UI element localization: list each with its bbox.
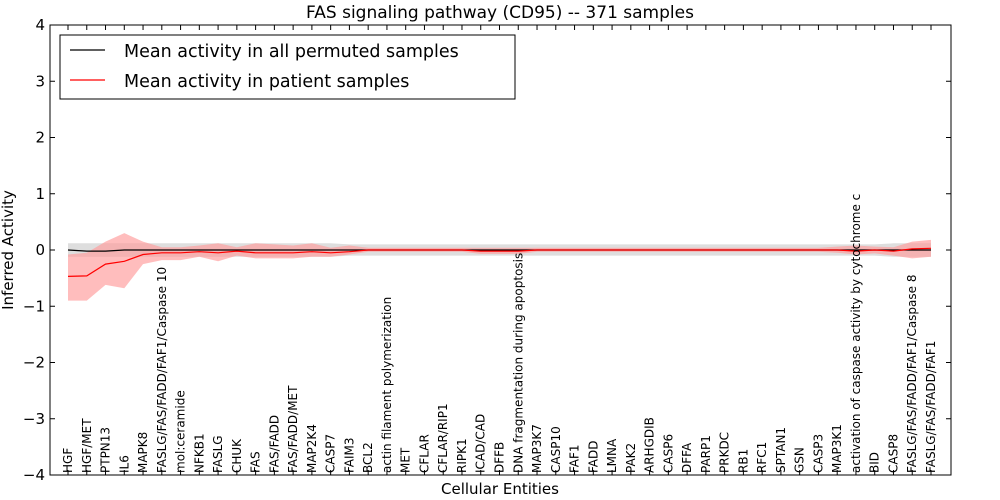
line-patient <box>67 247 932 277</box>
x-tick-label: CASP3 <box>811 434 825 473</box>
x-tick-label: actin filament polymerization <box>380 297 394 473</box>
x-tick-label: NFKB1 <box>192 433 206 473</box>
x-tick-label: CASP6 <box>661 434 675 473</box>
x-tick-label: FASLG <box>211 435 225 473</box>
x-tick-label: CHUK <box>230 438 244 473</box>
x-tick-label: MAP3K7 <box>530 424 544 473</box>
x-tick-label: BCL2 <box>361 442 375 473</box>
x-axis: HGF HGF/MET PTPN13 IL6 MAPK8 FASLG/FAS/FADD/F… <box>61 25 938 475</box>
y-axis-label: Inferred Activity <box>0 190 17 310</box>
x-tick-label: MAP2K4 <box>305 424 319 473</box>
x-tick-label: MAP3K1 <box>830 424 844 473</box>
legend: Mean activity in all permuted samples Me… <box>59 34 516 100</box>
x-axis-label: Cellular Entities <box>441 480 559 498</box>
y-tick-label: −2 <box>23 354 45 372</box>
x-tick-label: FAS/FADD <box>267 415 281 473</box>
x-tick-label: FAF1 <box>568 444 582 473</box>
x-tick-label: MAPK8 <box>136 432 150 473</box>
x-tick-label: SPTAN1 <box>774 427 788 473</box>
y-tick-label: 4 <box>35 16 45 34</box>
x-tick-label: DNA fragmentation during apoptosis <box>511 253 525 473</box>
x-tick-label: ICAD/CAD <box>474 414 488 473</box>
x-tick-label: PRKDC <box>718 432 732 473</box>
y-tick-label: −3 <box>23 410 45 428</box>
x-tick-label: HGF <box>61 448 75 473</box>
x-tick-label: RB1 <box>736 449 750 473</box>
y-tick-label: 0 <box>35 241 45 259</box>
y-tick-label: −4 <box>23 466 45 484</box>
x-tick-label: FASLG/FAS/FADD/FAF1/Caspase 10 <box>155 267 169 473</box>
x-tick-label: LMNA <box>605 438 619 473</box>
chart-title: FAS signaling pathway (CD95) -- 371 samp… <box>306 3 694 23</box>
x-tick-label: CFLAR/RIP1 <box>436 403 450 473</box>
x-tick-label: HGF/MET <box>80 418 94 473</box>
x-tick-label: PTPN13 <box>99 427 113 473</box>
x-tick-label: BID <box>868 452 882 473</box>
x-tick-label: DFFA <box>680 442 694 473</box>
y-axis: 4 3 2 1 0 −1 −2 −3 −4 <box>23 16 951 484</box>
legend-label-patient: Mean activity in patient samples <box>124 72 409 92</box>
x-tick-label: DFFB <box>493 442 507 473</box>
x-tick-label: FAS <box>249 451 263 473</box>
x-tick-label: CASP7 <box>324 434 338 473</box>
legend-label-permuted: Mean activity in all permuted samples <box>124 42 459 62</box>
x-tick-label: RIPK1 <box>455 438 469 473</box>
x-tick-label: CFLAR <box>418 434 432 473</box>
x-tick-label: ARHGDIB <box>643 417 657 473</box>
y-tick-label: 1 <box>35 185 45 203</box>
x-tick-label: PARP1 <box>699 435 713 473</box>
y-tick-label: −1 <box>23 297 45 315</box>
legend-box <box>59 34 516 100</box>
x-tick-label: FASLG/FAS/FADD/FAF1 <box>924 341 938 473</box>
x-tick-label: FASLG/FAS/FADD/FAF1/Caspase 8 <box>905 275 919 474</box>
x-tick-label: CASP10 <box>549 426 563 473</box>
x-tick-label: activation of caspase activity by cytoch… <box>849 194 863 473</box>
y-tick-label: 3 <box>35 72 45 90</box>
x-tick-label: RFC1 <box>755 442 769 473</box>
x-tick-label: PAK2 <box>624 443 638 473</box>
x-tick-label: IL6 <box>117 455 131 473</box>
x-tick-label: mol:ceramide <box>174 390 188 473</box>
series-lines <box>67 247 932 277</box>
x-tick-label: FAS/FADD/MET <box>286 385 300 473</box>
x-tick-label: CASP8 <box>887 434 901 473</box>
x-tick-label: GSN <box>793 447 807 473</box>
y-tick-label: 2 <box>35 129 45 147</box>
x-tick-label: FADD <box>586 441 600 474</box>
x-tick-label: FAIM3 <box>342 437 356 473</box>
x-tick-label: MET <box>399 447 413 473</box>
